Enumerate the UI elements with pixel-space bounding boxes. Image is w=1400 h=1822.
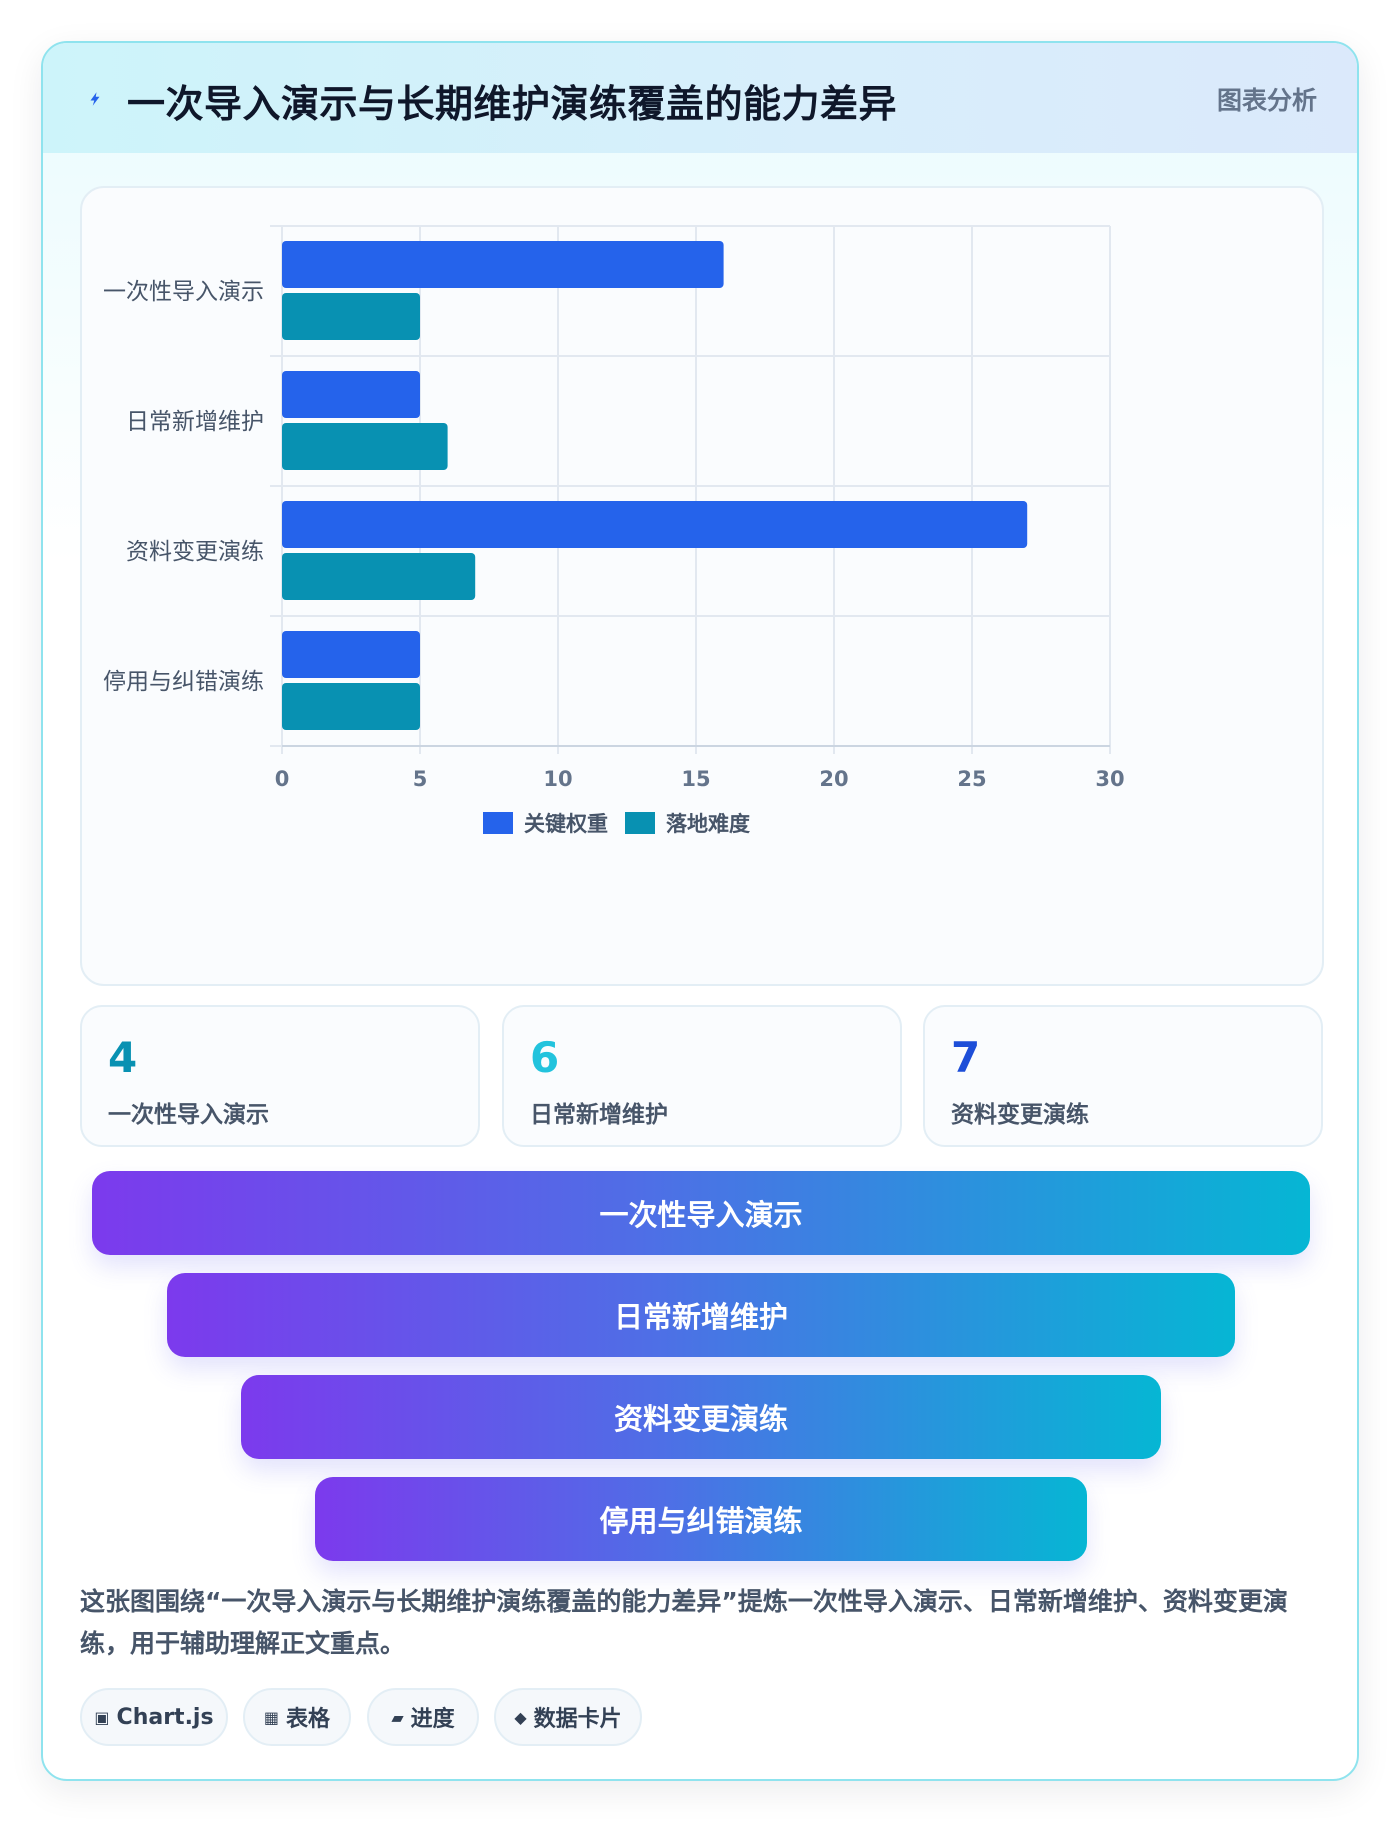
y-tick-label: 日常新增维护 [126, 409, 264, 435]
stat-label: 一次性导入演示 [108, 1102, 269, 1128]
bar [282, 683, 420, 730]
funnel-step: 资料变更演练 [241, 1375, 1161, 1459]
lightning-icon [90, 92, 100, 106]
bar-chart: 0 5 10 15 20 25 30 一次性导入演示日常新增维护资料变更演练停用与纠错演练关键… [103, 225, 1125, 836]
y-tick-label: 停用与纠错演练 [103, 669, 264, 695]
chart-icon: ▣ [94, 1707, 110, 1727]
funnel-step: 一次性导入演示 [92, 1171, 1310, 1255]
table-icon: ▦ [263, 1707, 280, 1727]
chart-card: 一次导入演示与长期维护演练覆盖的能力差异 图表分析 0 5 10 15 20 25 30 一次… [41, 41, 1359, 1781]
funnel-step: 停用与纠错演练 [315, 1477, 1087, 1561]
legend-label: 关键权重 [524, 812, 608, 836]
y-tick-label: 资料变更演练 [126, 539, 264, 565]
page-title: 一次导入演示与长期维护演练覆盖的能力差异 [127, 82, 898, 126]
bar [282, 241, 724, 288]
bar [282, 371, 420, 418]
funnel-step: 日常新增维护 [167, 1273, 1235, 1357]
stat-value: 4 [108, 1033, 138, 1082]
stat-label: 日常新增维护 [530, 1102, 668, 1128]
chip-table[interactable]: ▦ 表格 [243, 1688, 351, 1746]
stat-card: 7 资料变更演练 [923, 1005, 1323, 1147]
chip-label: 表格 [286, 1707, 331, 1732]
x-tick-label: 15 [681, 767, 710, 791]
x-tick-label: 25 [957, 767, 986, 791]
y-tick-label: 一次性导入演示 [103, 279, 264, 305]
chip-data-card[interactable]: ◆ 数据卡片 [494, 1688, 642, 1746]
bar [282, 293, 420, 340]
legend-swatch [625, 812, 655, 834]
stat-cards: 4 一次性导入演示 6 日常新增维护 7 资料变更演练 [80, 1005, 1324, 1147]
diamond-icon: ◆ [514, 1707, 527, 1727]
stat-card: 6 日常新增维护 [502, 1005, 902, 1147]
bar [282, 423, 448, 470]
x-tick-label: 20 [819, 767, 848, 791]
legend-label: 落地难度 [666, 812, 750, 836]
x-tick-label: 0 [275, 767, 290, 791]
bar [282, 631, 420, 678]
legend-swatch [483, 812, 513, 834]
card-header: 一次导入演示与长期维护演练覆盖的能力差异 图表分析 [43, 43, 1357, 153]
x-tick-label: 30 [1095, 767, 1124, 791]
stat-value: 7 [951, 1033, 981, 1082]
progress-icon: ▰ [391, 1707, 404, 1727]
chip-label: Chart.js [116, 1704, 214, 1730]
chip-chartjs[interactable]: ▣ Chart.js [80, 1688, 228, 1746]
bar [282, 501, 1028, 548]
chip-label: 数据卡片 [533, 1707, 622, 1732]
chip-label: 进度 [410, 1707, 455, 1732]
chart-analysis-tag: 图表分析 [1216, 86, 1317, 115]
stat-label: 资料变更演练 [951, 1102, 1089, 1128]
x-tick-label: 5 [413, 767, 428, 791]
chart-panel: 0 5 10 15 20 25 30 一次性导入演示日常新增维护 资料变更演练停用与纠错演练关键… [80, 186, 1324, 986]
stat-value: 6 [530, 1033, 560, 1082]
chip-progress[interactable]: ▰ 进度 [367, 1688, 479, 1746]
stat-card: 4 一次性导入演示 [80, 1005, 480, 1147]
chart-description: 这张图围绕“一次导入演示与长期维护演练覆盖的能力差异”提炼一次性导入演示、日常新… [80, 1587, 1288, 1658]
x-tick-label: 10 [543, 767, 572, 791]
bar [282, 553, 476, 600]
